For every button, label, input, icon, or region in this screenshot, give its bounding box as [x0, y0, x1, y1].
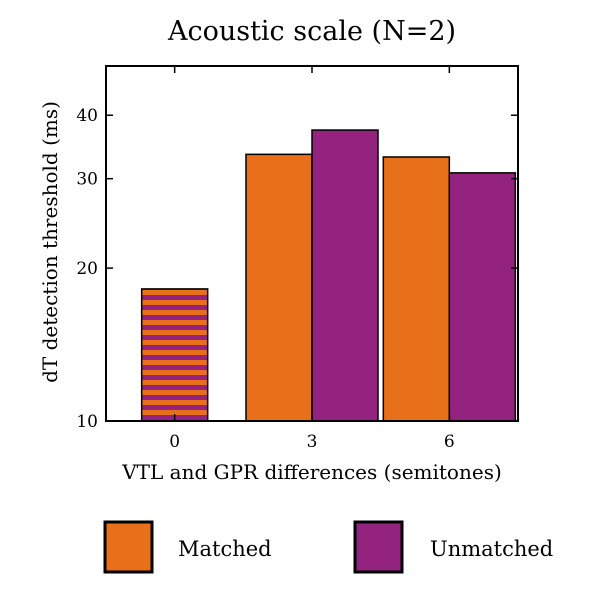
- y-tick-label-40: 40: [76, 106, 98, 126]
- x-tick-label-6: 6: [444, 432, 455, 452]
- legend-label-matched: Matched: [178, 537, 272, 561]
- chart-title: Acoustic scale (N=2): [167, 16, 456, 47]
- legend-label-unmatched: Unmatched: [430, 537, 553, 561]
- x-axis: 0 3 6: [169, 66, 455, 452]
- legend-swatch-matched: [103, 520, 154, 574]
- y-tick-label-10: 10: [76, 412, 98, 432]
- y-tick-label-30: 30: [76, 170, 98, 190]
- x-tick-label-3: 3: [307, 432, 318, 452]
- y-axis: 10 20 30 40: [76, 65, 518, 432]
- legend-swatch-unmatched: [353, 520, 404, 574]
- y-tick-label-20: 20: [76, 259, 98, 279]
- bar-6-matched: [382, 156, 451, 422]
- bar-3-matched: [245, 153, 313, 422]
- bars-group: [140, 129, 517, 422]
- legend: Matched Unmatched: [103, 520, 553, 574]
- x-tick-label-0: 0: [169, 432, 180, 452]
- x-axis-label: VTL and GPR differences (semitones): [121, 460, 502, 484]
- y-axis-label: dT detection threshold (ms): [38, 101, 62, 383]
- bar-0-combined: [140, 288, 209, 422]
- bar-3-unmatched: [311, 129, 379, 422]
- bar-6-unmatched: [448, 172, 517, 422]
